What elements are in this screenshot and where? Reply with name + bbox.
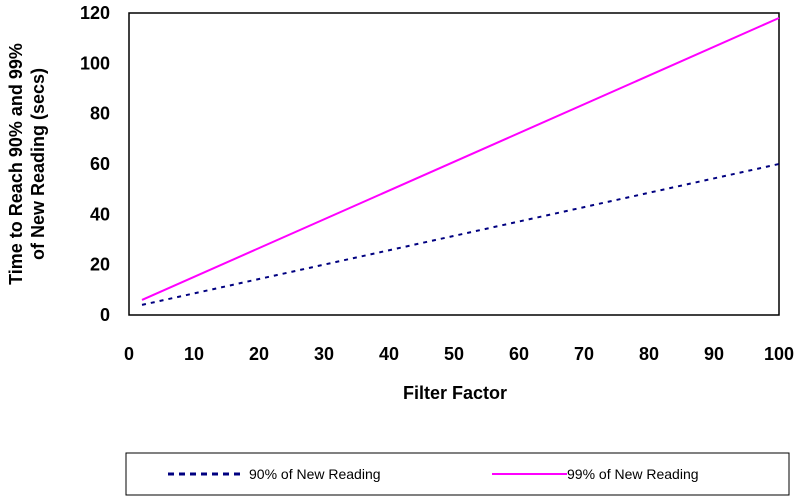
x-tick-label: 100 <box>764 344 794 364</box>
legend: 90% of New Reading 99% of New Reading <box>125 452 790 496</box>
x-axis-ticks: 0 10 20 30 40 50 60 70 80 90 100 <box>124 344 794 364</box>
x-tick-label: 60 <box>509 344 529 364</box>
x-tick-label: 90 <box>704 344 724 364</box>
y-tick-label: 40 <box>90 204 110 224</box>
x-tick-label: 70 <box>574 344 594 364</box>
x-tick-label: 10 <box>184 344 204 364</box>
y-tick-label: 100 <box>80 53 110 73</box>
y-axis-ticks: 0 20 40 60 80 100 120 <box>80 3 110 325</box>
legend-label-99: 99% of New Reading <box>567 466 699 482</box>
y-tick-label: 80 <box>90 104 110 124</box>
series-lines <box>141 17 780 306</box>
y-tick-label: 20 <box>90 255 110 275</box>
series-line-99 <box>141 17 780 301</box>
x-tick-label: 30 <box>314 344 334 364</box>
series-line-90 <box>141 163 780 306</box>
y-tick-label: 0 <box>100 305 110 325</box>
x-tick-label: 50 <box>444 344 464 364</box>
x-tick-label: 20 <box>249 344 269 364</box>
y-axis-title-line-1: Time to Reach 90% and 99% <box>6 43 26 285</box>
y-tick-label: 60 <box>90 154 110 174</box>
legend-label-90: 90% of New Reading <box>249 466 381 482</box>
x-axis-title: Filter Factor <box>403 383 507 403</box>
x-tick-label: 80 <box>639 344 659 364</box>
y-tick-label: 120 <box>80 3 110 23</box>
plot-area <box>128 12 780 316</box>
x-tick-label: 0 <box>124 344 134 364</box>
x-tick-label: 40 <box>379 344 399 364</box>
y-axis-title-line-2: of New Reading (secs) <box>28 68 48 260</box>
